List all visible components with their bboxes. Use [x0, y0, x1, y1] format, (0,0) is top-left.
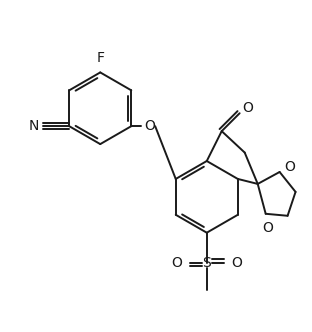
Text: N: N	[28, 119, 39, 133]
Text: S: S	[202, 256, 211, 270]
Text: O: O	[144, 119, 155, 133]
Text: O: O	[172, 256, 182, 270]
Text: O: O	[284, 160, 295, 174]
Text: O: O	[262, 221, 273, 235]
Text: F: F	[96, 51, 104, 65]
Text: O: O	[242, 101, 253, 115]
Text: O: O	[231, 256, 242, 270]
